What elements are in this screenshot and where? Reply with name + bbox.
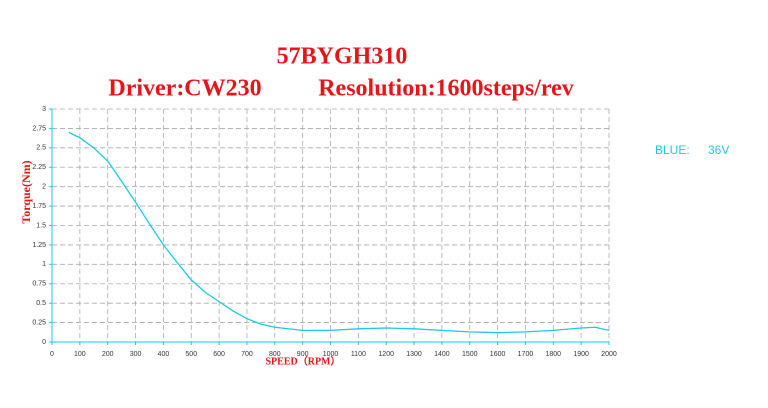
x-tick-label: 1500: [462, 351, 478, 358]
y-axis-label: Torque(Nm): [19, 160, 33, 223]
x-tick-label: 1900: [573, 351, 589, 358]
y-tick-label: 1: [42, 261, 46, 268]
y-tick-label: 2.75: [32, 125, 46, 132]
y-tick-label: 2: [42, 184, 46, 191]
x-tick-label: 700: [241, 351, 253, 358]
y-tick-label: 2.5: [36, 145, 46, 152]
x-tick-label: 1700: [518, 351, 534, 358]
x-tick-label: 100: [74, 351, 86, 358]
chart-title: 57BYGH310: [277, 44, 408, 70]
x-axis-label: SPEED（RPM）: [266, 354, 341, 367]
legend-prefix: BLUE:: [655, 143, 690, 157]
y-tick-label: 3: [42, 106, 46, 113]
y-tick-label: 1.25: [32, 242, 46, 249]
y-tick-label: 0.5: [36, 300, 46, 307]
subtitle: Driver:CW230: [108, 76, 261, 102]
y-tick-label: 1.75: [32, 203, 46, 210]
x-tick-label: 1100: [351, 351, 366, 358]
x-tick-label: 1300: [406, 351, 422, 358]
legend-entry: 36V: [708, 143, 729, 157]
x-tick-label: 500: [185, 351, 197, 358]
y-tick-label: 0: [42, 339, 46, 346]
line: [68, 131, 610, 334]
x-tick-label: 800: [269, 351, 281, 358]
y-tick-label: 0.25: [32, 319, 46, 326]
x-tick-label: 400: [158, 351, 170, 358]
x-tick-label: 0: [50, 351, 54, 358]
x-tick-label: 2000: [601, 351, 617, 358]
subtitle: Resolution:1600steps/rev: [318, 76, 574, 102]
y-tick-label: 2.25: [32, 164, 46, 171]
y-tick-label: 0.75: [32, 281, 46, 288]
x-tick-label: 1600: [490, 351, 506, 358]
x-tick-label: 1200: [378, 351, 394, 358]
x-tick-label: 300: [130, 351, 142, 358]
x-tick-label: 1800: [546, 351, 562, 358]
x-tick-label: 1400: [434, 351, 450, 358]
y-tick-label: 1.5: [36, 222, 46, 229]
x-tick-label: 200: [102, 351, 114, 358]
x-tick-label: 600: [213, 351, 225, 358]
x-tick-label: 1000: [323, 351, 339, 358]
x-tick-label: 900: [297, 351, 309, 358]
